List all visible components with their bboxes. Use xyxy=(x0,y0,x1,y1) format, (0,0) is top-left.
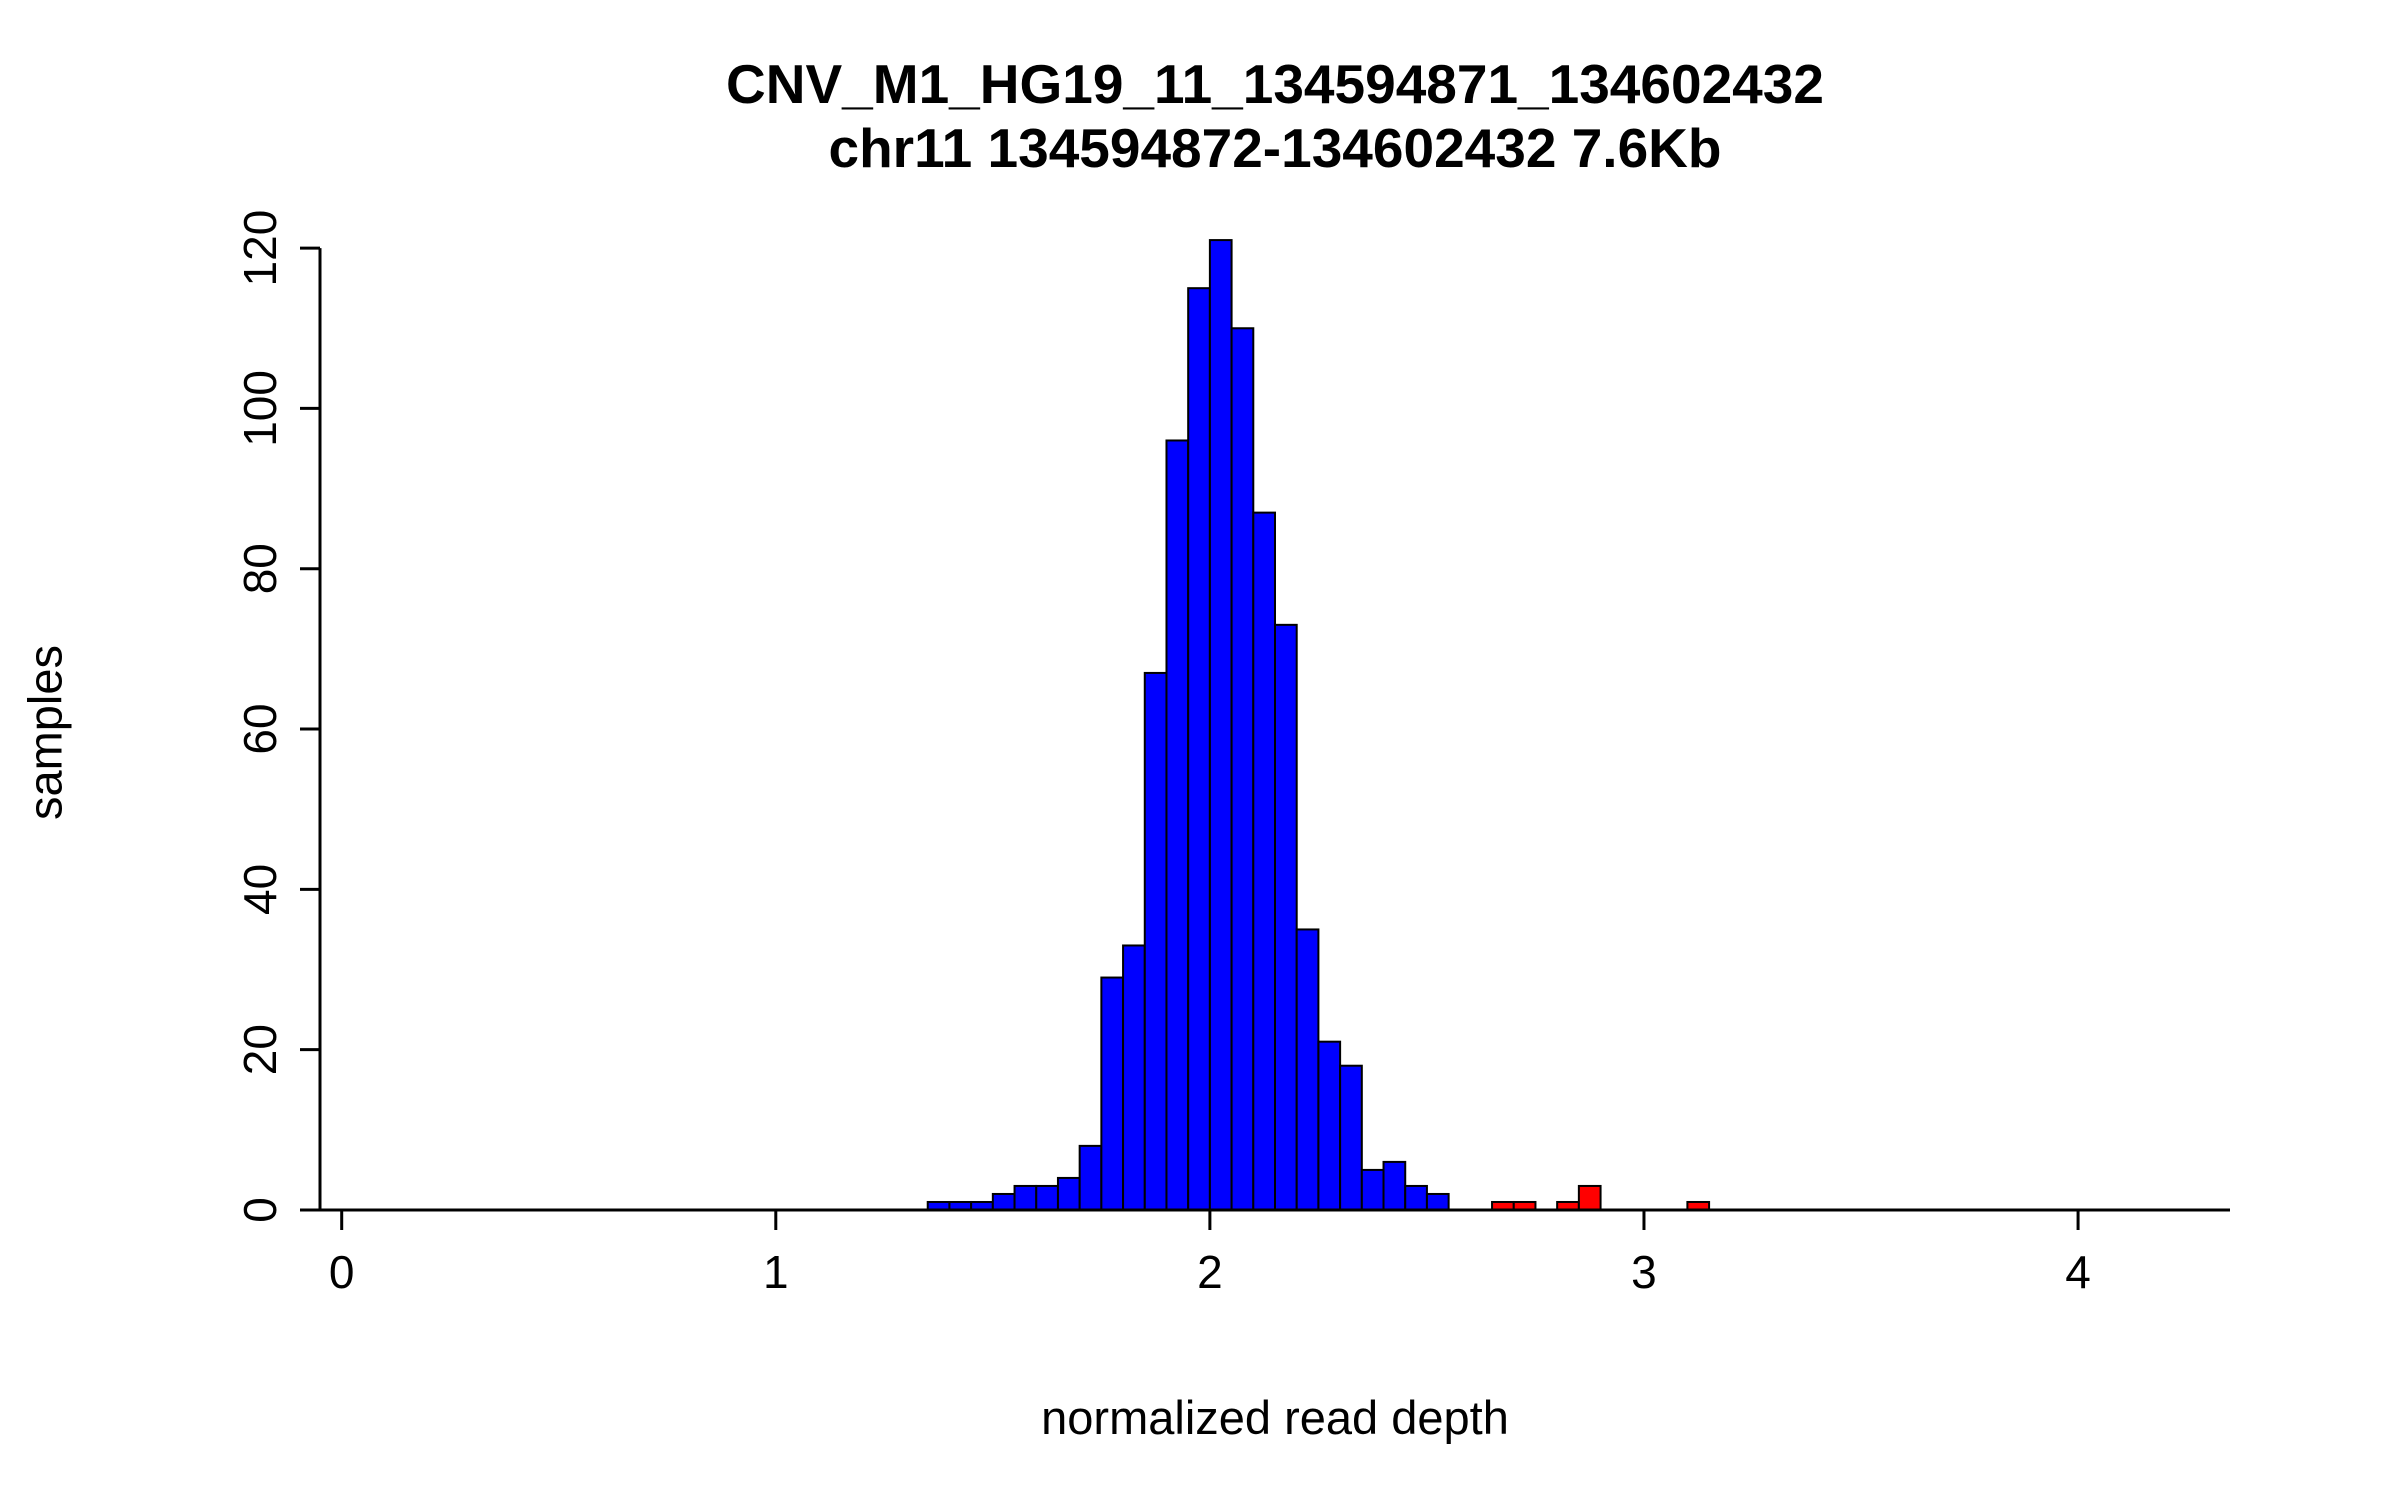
histogram-bar xyxy=(1425,1192,1450,1212)
x-tick-label: 4 xyxy=(2065,1246,2091,1298)
y-axis: 0 20 40 60 80 100 120 xyxy=(234,210,322,1223)
histogram-bar xyxy=(1577,1184,1602,1212)
histogram-bar xyxy=(1208,239,1233,1212)
histogram-bar xyxy=(1013,1184,1038,1212)
histogram-bars xyxy=(926,239,1711,1212)
histogram-bar xyxy=(1339,1064,1363,1211)
chart-title-block: CNV_M1_HG19_11_134594871_134602432 chr11… xyxy=(320,52,2230,180)
y-tick-label: 0 xyxy=(234,1197,286,1223)
x-tick-label: 1 xyxy=(763,1246,789,1298)
y-tick-label: 40 xyxy=(234,864,286,915)
histogram-bar xyxy=(1404,1184,1428,1212)
histogram-bar xyxy=(1143,671,1168,1211)
x-tick-label: 2 xyxy=(1197,1246,1223,1298)
histogram-bar xyxy=(1360,1168,1385,1212)
x-tick-label: 0 xyxy=(329,1246,355,1298)
y-tick-label: 80 xyxy=(234,543,286,594)
histogram-bar xyxy=(1078,1144,1103,1212)
chart-subtitle: chr11 134594872-134602432 7.6Kb xyxy=(828,117,1722,179)
histogram-bar xyxy=(1165,439,1190,1211)
histogram-bar xyxy=(1274,623,1298,1211)
histogram-bar xyxy=(1187,287,1211,1211)
x-axis-label: normalized read depth xyxy=(1041,1391,1509,1444)
y-tick-label: 60 xyxy=(234,703,286,754)
histogram-bar xyxy=(1317,1040,1342,1211)
histogram-bar xyxy=(1056,1176,1081,1212)
x-tick-label: 3 xyxy=(1631,1246,1657,1298)
histogram-bar xyxy=(1100,976,1125,1211)
histogram-bar xyxy=(1035,1184,1059,1212)
y-tick-label: 20 xyxy=(234,1024,286,1075)
histogram-bar xyxy=(1295,928,1320,1211)
histogram-bar xyxy=(1252,511,1276,1211)
y-tick-label: 120 xyxy=(234,210,286,287)
y-tick-label: 100 xyxy=(234,370,286,447)
histogram-bar xyxy=(1382,1160,1407,1212)
histogram-bar xyxy=(1122,944,1146,1211)
x-axis: 0 1 2 3 4 xyxy=(320,1208,2230,1298)
histogram-bar xyxy=(1230,327,1255,1211)
histogram-bar xyxy=(991,1192,1016,1212)
chart-title: CNV_M1_HG19_11_134594871_134602432 xyxy=(726,53,1824,115)
